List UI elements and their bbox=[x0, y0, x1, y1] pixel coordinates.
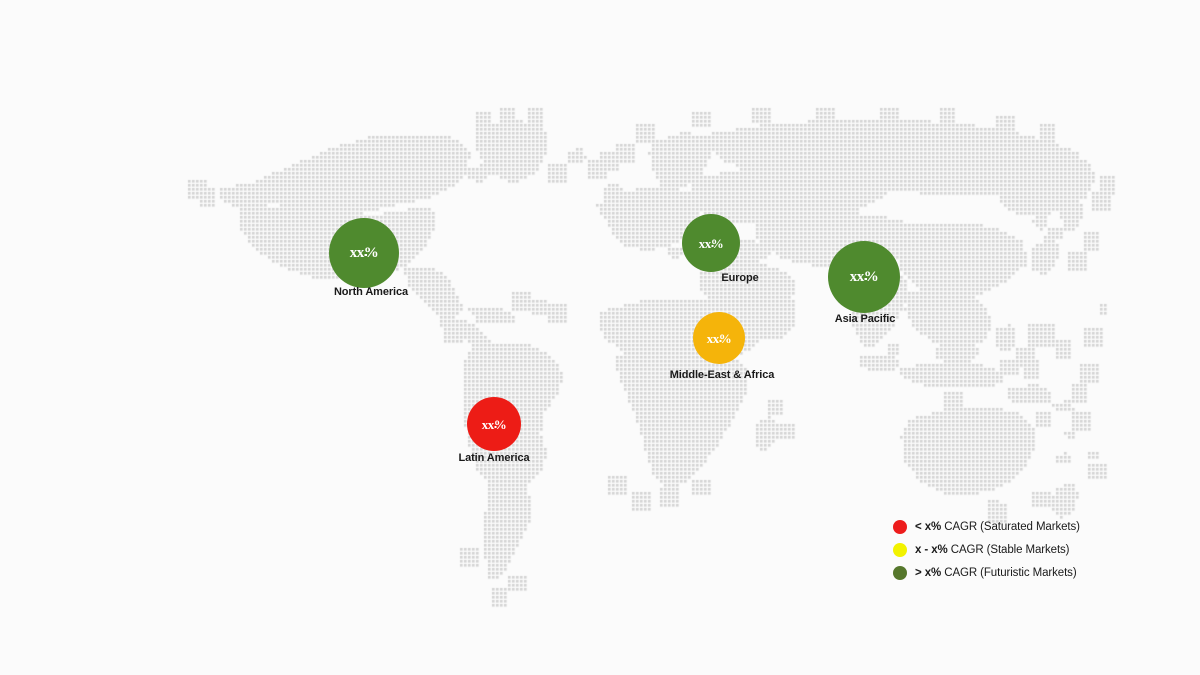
legend-item-saturated-markets[interactable]: < x% CAGR (Saturated Markets) bbox=[893, 519, 1080, 534]
region-bubble-europe[interactable]: xx% bbox=[682, 214, 740, 272]
legend-item-description: CAGR (Saturated Markets) bbox=[941, 520, 1080, 533]
legend-item-futuristic-markets[interactable]: > x% CAGR (Futuristic Markets) bbox=[893, 565, 1080, 580]
region-bubble-value: xx% bbox=[481, 416, 507, 432]
region-bubble-latin-america[interactable]: xx% bbox=[467, 397, 521, 451]
region-bubble-asia-pacific[interactable]: xx% bbox=[828, 241, 900, 313]
legend-item-range: < x% bbox=[915, 520, 942, 533]
legend-item-description: CAGR (Stable Markets) bbox=[947, 543, 1070, 556]
legend-dot-icon bbox=[893, 565, 907, 580]
region-bubble-middle-east-africa[interactable]: xx% bbox=[693, 312, 745, 364]
region-label-asia-pacific: Asia Pacific bbox=[834, 313, 896, 325]
region-bubble-value: xx% bbox=[698, 235, 724, 251]
region-label-europe: Europe bbox=[721, 272, 759, 284]
legend: < x% CAGR (Saturated Markets) x - x% CAGR… bbox=[893, 519, 1080, 580]
legend-item-label: > x% CAGR (Futuristic Markets) bbox=[915, 567, 1077, 579]
region-label-latin-america: Latin America bbox=[458, 452, 530, 464]
region-bubble-north-america[interactable]: xx% bbox=[329, 218, 399, 288]
legend-item-range: x - x% bbox=[915, 543, 948, 556]
region-bubble-value: xx% bbox=[706, 330, 732, 346]
legend-item-range: > x% bbox=[915, 566, 942, 579]
legend-item-description: CAGR (Futuristic Markets) bbox=[941, 566, 1077, 579]
region-bubble-value: xx% bbox=[349, 244, 379, 261]
legend-item-stable-markets[interactable]: x - x% CAGR (Stable Markets) bbox=[893, 542, 1080, 557]
region-label-north-america: North America bbox=[333, 286, 409, 298]
legend-item-label: x - x% CAGR (Stable Markets) bbox=[915, 543, 1070, 556]
legend-dot-icon bbox=[893, 542, 907, 557]
legend-item-label: < x% CAGR (Saturated Markets) bbox=[915, 521, 1080, 533]
legend-dot-icon bbox=[893, 519, 907, 534]
region-bubble-value: xx% bbox=[849, 268, 879, 285]
region-label-middle-east-africa: Middle-East & Africa bbox=[669, 369, 775, 381]
